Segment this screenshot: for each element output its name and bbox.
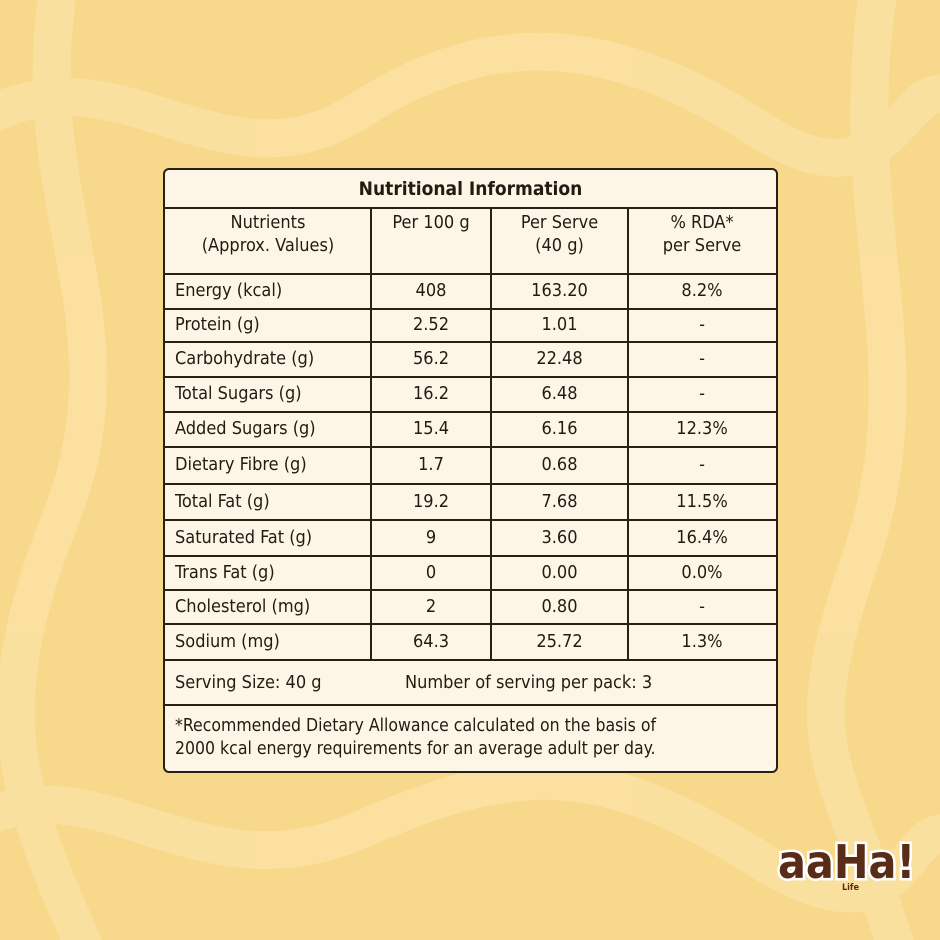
serving-size: Serving Size: 40 g bbox=[175, 671, 322, 693]
header-cell: Per Serve (40 g) bbox=[491, 208, 628, 274]
column-rule bbox=[627, 208, 629, 660]
nutrient-value: 16.2 bbox=[412, 383, 450, 405]
nutrient-value: 19.2 bbox=[412, 490, 450, 512]
nutrient-value: 15.4 bbox=[412, 418, 450, 440]
table-title: Nutritional Information bbox=[358, 178, 583, 200]
nutrient-value: 1.3% bbox=[681, 630, 723, 652]
header-text: (40 g) bbox=[535, 234, 584, 256]
nutrient-value: 1.01 bbox=[541, 314, 578, 336]
row-rule bbox=[165, 273, 776, 275]
row-rule bbox=[165, 446, 776, 448]
logo-sub: Life bbox=[842, 883, 859, 893]
nutrient-value: - bbox=[699, 454, 705, 476]
row-rule bbox=[165, 341, 776, 343]
nutrient-name: Sodium (mg) bbox=[175, 630, 280, 652]
row-rule bbox=[165, 519, 776, 521]
header-cell: Nutrients (Approx. Values) bbox=[165, 208, 371, 274]
nutrient-value: 6.48 bbox=[541, 383, 578, 405]
row-rule bbox=[165, 704, 776, 706]
column-rule bbox=[370, 208, 372, 660]
nutrient-value: 6.16 bbox=[541, 418, 578, 440]
nutrient-value: - bbox=[699, 595, 705, 617]
nutrient-value: 8.2% bbox=[681, 280, 723, 302]
row-rule bbox=[165, 483, 776, 485]
nutrient-value: 22.48 bbox=[536, 348, 583, 370]
nutrient-value: 11.5% bbox=[676, 490, 728, 512]
nutrient-name: Dietary Fibre (g) bbox=[175, 454, 307, 476]
row-rule bbox=[165, 411, 776, 413]
header-text: % RDA* bbox=[670, 212, 734, 233]
header-text: Nutrients bbox=[230, 212, 306, 233]
nutrient-value: 56.2 bbox=[412, 348, 450, 370]
nutrient-name: Cholesterol (mg) bbox=[175, 595, 311, 617]
nutrient-value: 0.80 bbox=[541, 595, 578, 617]
nutrient-name: Total Sugars (g) bbox=[175, 383, 302, 405]
nutrient-value: - bbox=[699, 348, 705, 370]
nutrient-value: 0.00 bbox=[541, 561, 578, 583]
nutrient-value: 12.3% bbox=[676, 418, 728, 440]
nutrient-name: Energy (kcal) bbox=[175, 280, 283, 302]
nutrient-name: Protein (g) bbox=[175, 314, 260, 336]
nutrient-value: 7.68 bbox=[541, 490, 578, 512]
servings-per-pack: Number of serving per pack: 3 bbox=[405, 671, 653, 693]
nutrient-value: 0 bbox=[425, 561, 437, 583]
nutrient-value: 0.68 bbox=[541, 454, 578, 476]
row-rule bbox=[165, 589, 776, 591]
nutrient-name: Total Fat (g) bbox=[175, 490, 270, 512]
nutrient-value: 16.4% bbox=[676, 526, 728, 548]
nutrient-name: Added Sugars (g) bbox=[175, 418, 316, 440]
nutrient-value: 1.7 bbox=[418, 454, 444, 476]
column-rule bbox=[490, 208, 492, 660]
nutrient-value: 408 bbox=[415, 280, 447, 302]
row-rule bbox=[165, 207, 776, 209]
footnote-line: 2000 kcal energy requirements for an ave… bbox=[175, 739, 656, 759]
nutrition-table: Nutritional Information Serving Size: 40… bbox=[163, 168, 778, 773]
nutrient-value: 163.20 bbox=[531, 280, 588, 302]
nutrient-name: Saturated Fat (g) bbox=[175, 526, 313, 548]
nutrient-value: - bbox=[699, 314, 705, 336]
row-rule bbox=[165, 659, 776, 661]
nutrient-value: - bbox=[699, 383, 705, 405]
nutrient-value: 2.52 bbox=[412, 314, 450, 336]
header-text: Per Serve bbox=[520, 212, 599, 233]
nutrient-value: 64.3 bbox=[412, 630, 450, 652]
header-text: Per 100 g bbox=[392, 212, 470, 233]
row-rule bbox=[165, 623, 776, 625]
header-text: per Serve bbox=[662, 234, 742, 256]
nutrient-name: Carbohydrate (g) bbox=[175, 348, 315, 370]
nutrient-value: 2 bbox=[425, 595, 437, 617]
nutrient-value: 9 bbox=[425, 526, 437, 548]
row-rule bbox=[165, 308, 776, 310]
logo: aaHa! Life bbox=[776, 833, 918, 894]
logo-text: aaHa! bbox=[778, 835, 915, 889]
nutrient-value: 3.60 bbox=[541, 526, 578, 548]
header-text: (Approx. Values) bbox=[201, 234, 335, 256]
nutrient-value: 0.0% bbox=[681, 561, 723, 583]
nutrient-value: 25.72 bbox=[536, 630, 583, 652]
header-cell: Per 100 g bbox=[371, 208, 491, 274]
row-rule bbox=[165, 555, 776, 557]
header-cell: % RDA* per Serve bbox=[628, 208, 776, 274]
row-rule bbox=[165, 376, 776, 378]
footnote-line: *Recommended Dietary Allowance calculate… bbox=[175, 716, 657, 737]
nutrient-name: Trans Fat (g) bbox=[175, 561, 275, 583]
footnote: *Recommended Dietary Allowance calculate… bbox=[175, 706, 770, 770]
